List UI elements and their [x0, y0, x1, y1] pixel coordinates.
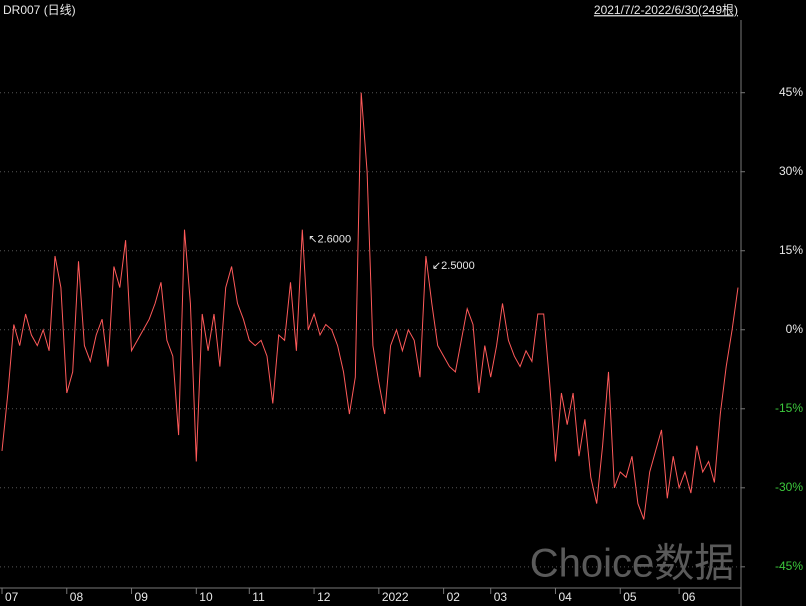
y-tick-label: 45% — [779, 85, 803, 99]
x-tick-label: 12 — [317, 590, 331, 604]
date-range[interactable]: 2021/7/2-2022/6/30(249根) — [594, 3, 738, 17]
watermark: Choice数据 — [530, 542, 735, 586]
y-tick-label: 15% — [779, 243, 803, 257]
x-tick-label: 09 — [135, 590, 149, 604]
y-tick-label: 30% — [779, 164, 803, 178]
x-tick-label: 02 — [447, 590, 461, 604]
y-tick-label: -45% — [775, 559, 803, 573]
x-tick-label: 2022 — [382, 590, 409, 604]
x-tick-label: 08 — [70, 590, 84, 604]
x-tick-label: 06 — [682, 590, 696, 604]
y-tick-label: 0% — [786, 322, 804, 336]
y-tick-label: -30% — [775, 480, 803, 494]
x-tick-label: 10 — [199, 590, 213, 604]
x-tick-label: 05 — [623, 590, 637, 604]
x-tick-label: 07 — [5, 590, 19, 604]
annotation: ↙2.5000 — [432, 260, 475, 272]
x-tick-label: 11 — [252, 590, 265, 604]
x-tick-label: 04 — [558, 590, 572, 604]
y-tick-label: -15% — [775, 401, 803, 415]
chart-title: DR007 (日线) — [3, 3, 76, 17]
series-line — [1, 92, 739, 520]
annotation: ↖2.6000 — [308, 234, 351, 246]
x-tick-label: 03 — [494, 590, 508, 604]
